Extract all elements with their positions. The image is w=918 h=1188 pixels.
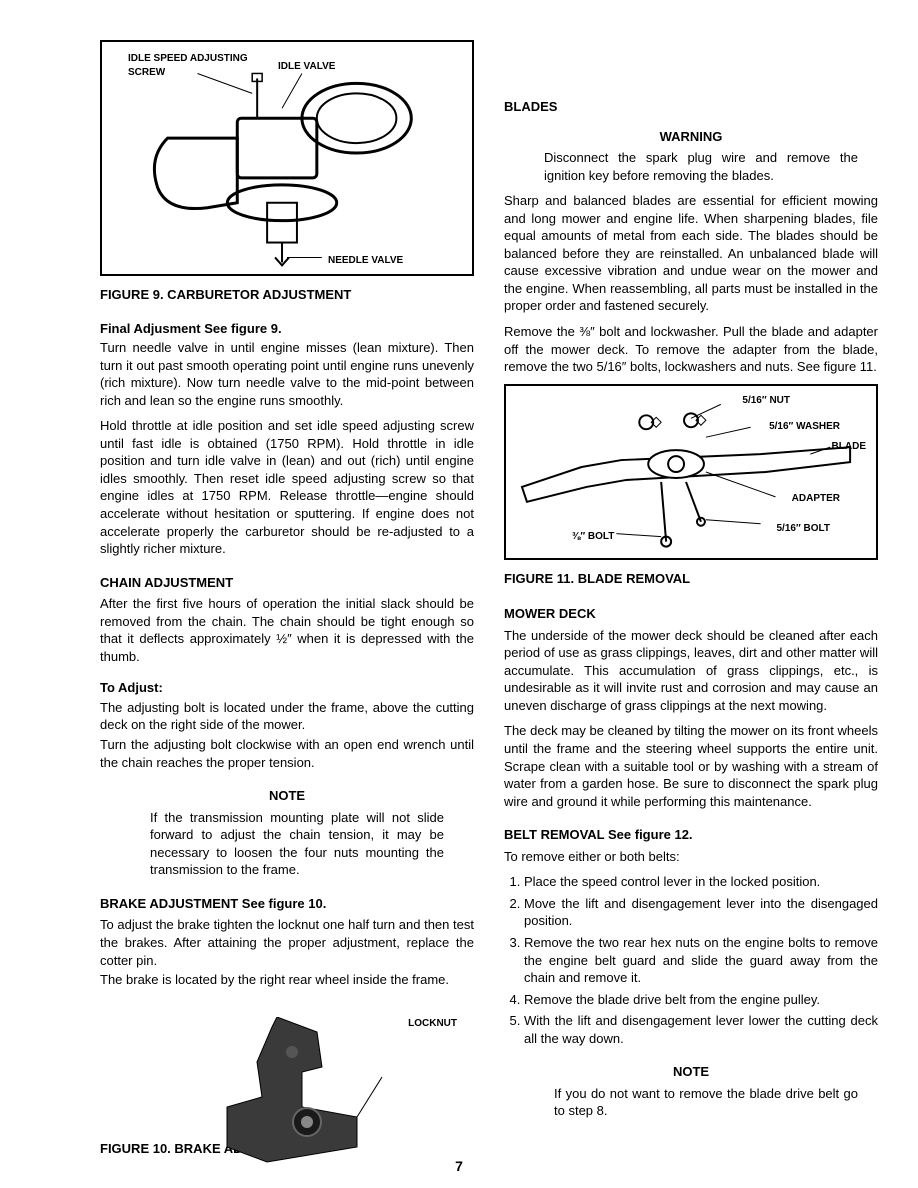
deck-p2: The deck may be cleaned by tilting the m… <box>504 722 878 810</box>
final-adjustment-p2: Hold throttle at idle position and set i… <box>100 417 474 557</box>
label-nut: 5/16″ NUT <box>742 394 790 408</box>
label-needle-valve: NEEDLE VALVE <box>328 254 403 268</box>
label-idle-valve: IDLE VALVE <box>278 60 335 74</box>
carburetor-diagram: IDLE SPEED ADJUSTING SCREW IDLE VALVE NE… <box>108 48 466 268</box>
label-washer: 5/16″ WASHER <box>769 420 840 434</box>
chain-p1: After the first five hours of operation … <box>100 595 474 665</box>
belt-step-3: Remove the two rear hex nuts on the engi… <box>524 934 878 987</box>
blades-heading: BLADES <box>504 98 878 116</box>
page-number: 7 <box>455 1158 463 1174</box>
final-adjustment-p1: Turn needle valve in until engine misses… <box>100 339 474 409</box>
carburetor-svg <box>108 48 466 268</box>
belt-step-4: Remove the blade drive belt from the eng… <box>524 991 878 1009</box>
belt-step-1: Place the speed control lever in the loc… <box>524 873 878 891</box>
brake-p2: The brake is located by the right rear w… <box>100 971 474 989</box>
figure-9-box: IDLE SPEED ADJUSTING SCREW IDLE VALVE NE… <box>100 40 474 276</box>
to-adjust-p2: Turn the adjusting bolt clockwise with a… <box>100 736 474 771</box>
label-adapter: ADAPTER <box>792 492 840 506</box>
figure-10-photo: LOCKNUT <box>117 997 457 1137</box>
blades-p1: Sharp and balanced blades are essential … <box>504 192 878 315</box>
chain-adjustment-heading: CHAIN ADJUSTMENT <box>100 574 474 592</box>
warning-heading: WARNING <box>504 128 878 146</box>
figure-9-caption: FIGURE 9. CARBURETOR ADJUSTMENT <box>100 286 474 304</box>
warning-body: Disconnect the spark plug wire and remov… <box>544 149 858 184</box>
note-heading-right: NOTE <box>504 1063 878 1081</box>
blade-diagram: 5/16″ NUT 5/16″ WASHER BLADE ADAPTER 5/1… <box>512 392 870 552</box>
label-bolt38: ⅜″ BOLT <box>572 530 614 544</box>
brake-adjustment-heading: BRAKE ADJUSTMENT See figure 10. <box>100 895 474 913</box>
right-column: BLADES WARNING Disconnect the spark plug… <box>504 40 878 1168</box>
belt-step-5: With the lift and disengagement lever lo… <box>524 1012 878 1047</box>
figure-11-caption: FIGURE 11. BLADE REMOVAL <box>504 570 878 588</box>
to-adjust-heading: To Adjust: <box>100 679 474 697</box>
mower-deck-heading: MOWER DECK <box>504 605 878 623</box>
label-blade: BLADE <box>832 440 866 454</box>
note-heading-left: NOTE <box>100 787 474 805</box>
belt-removal-heading: BELT REMOVAL See figure 12. <box>504 826 878 844</box>
blades-p2: Remove the ⅜″ bolt and lockwasher. Pull … <box>504 323 878 376</box>
manual-page: IDLE SPEED ADJUSTING SCREW IDLE VALVE NE… <box>0 0 918 1188</box>
to-adjust-p1: The adjusting bolt is located under the … <box>100 699 474 734</box>
final-adjustment-heading: Final Adjusment See figure 9. <box>100 320 474 338</box>
belt-steps-list: Place the speed control lever in the loc… <box>504 873 878 1051</box>
label-idle-screw: IDLE SPEED ADJUSTING SCREW <box>128 52 248 79</box>
left-column: IDLE SPEED ADJUSTING SCREW IDLE VALVE NE… <box>100 40 474 1168</box>
brake-p1: To adjust the brake tighten the locknut … <box>100 916 474 969</box>
figure-11-box: 5/16″ NUT 5/16″ WASHER BLADE ADAPTER 5/1… <box>504 384 878 560</box>
label-bolt516: 5/16″ BOLT <box>776 522 830 536</box>
brake-svg <box>207 1017 387 1167</box>
note-body-right: If you do not want to remove the blade d… <box>554 1085 858 1120</box>
belt-intro: To remove either or both belts: <box>504 848 878 866</box>
deck-p1: The underside of the mower deck should b… <box>504 627 878 715</box>
belt-step-2: Move the lift and disengagement lever in… <box>524 895 878 930</box>
label-locknut: LOCKNUT <box>408 1017 457 1031</box>
note-body-left: If the transmission mounting plate will … <box>150 809 444 879</box>
